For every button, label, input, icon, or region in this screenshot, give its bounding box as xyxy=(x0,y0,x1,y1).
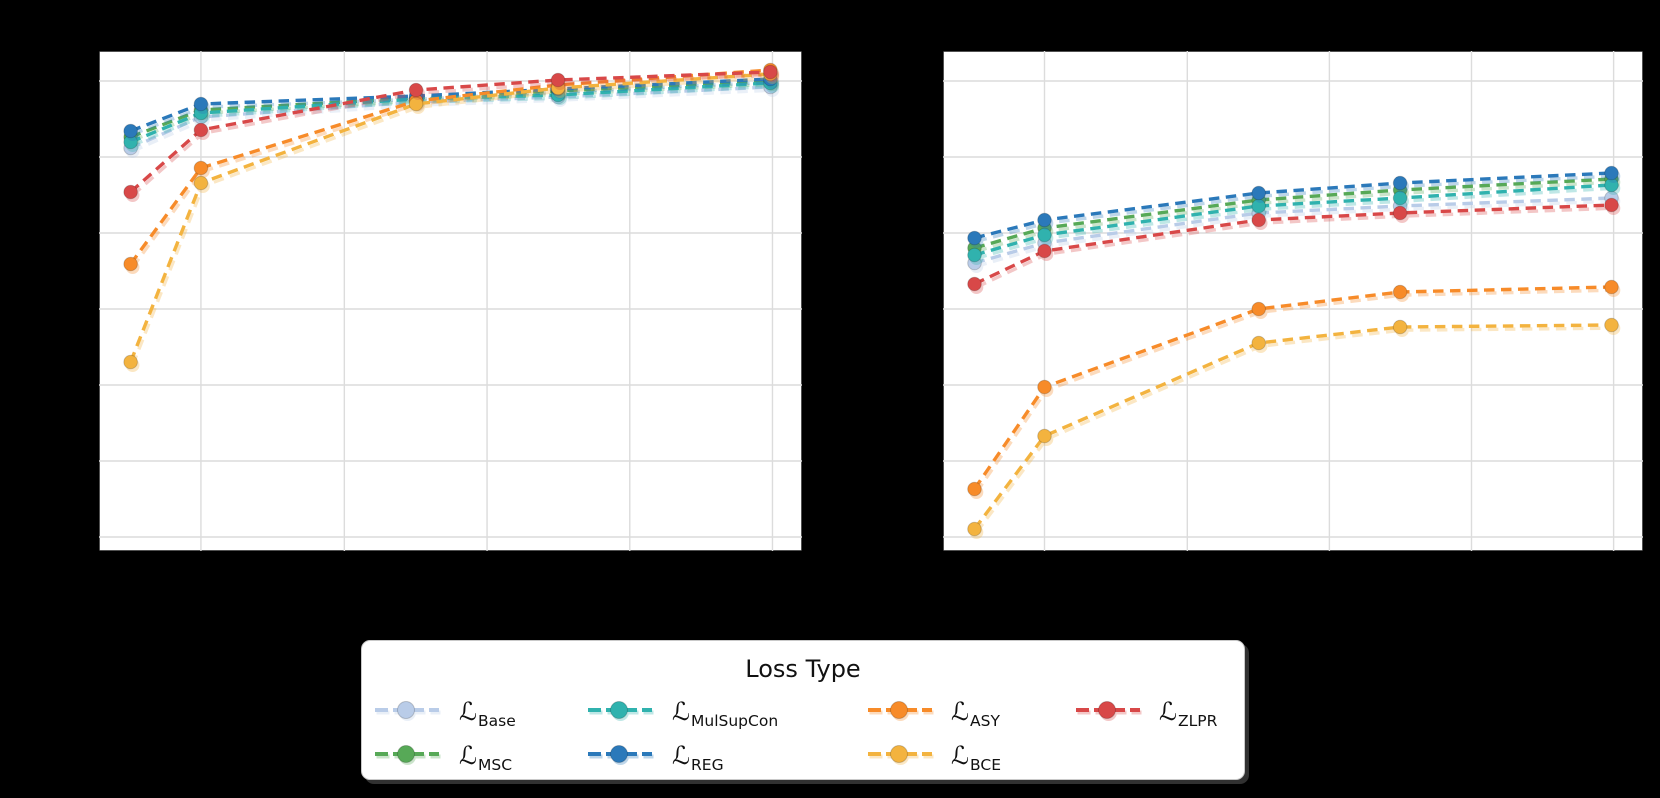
legend-entry-Base: ℒBase xyxy=(373,696,516,730)
legend-label-ASY: ℒASY xyxy=(951,696,1000,730)
script-L-symbol: ℒ xyxy=(951,696,970,726)
MulSupCon-swatch-icon xyxy=(588,701,654,721)
legend-subscript: MSC xyxy=(478,755,513,774)
legend-label-REG: ℒREG xyxy=(672,740,724,774)
script-L-symbol: ℒ xyxy=(951,740,970,770)
script-L-symbol: ℒ xyxy=(1159,696,1178,726)
legend-subscript: REG xyxy=(691,755,724,774)
legend-entry-REG: ℒREG xyxy=(586,740,724,774)
legend-subscript: ASY xyxy=(970,711,1000,730)
series-ASY xyxy=(967,279,1619,497)
legend-label-Base: ℒBase xyxy=(459,696,516,730)
legend-subscript: Base xyxy=(478,711,516,730)
legend-title: Loss Type xyxy=(745,655,861,683)
legend-box: Loss Type ℒBase ℒMSC ℒMulSupCon ℒREG ℒASY ℒBC… xyxy=(361,640,1245,780)
legend-entry-ASY: ℒASY xyxy=(866,696,1000,730)
legend-label-MSC: ℒMSC xyxy=(459,740,512,774)
legend-subscript: ZLPR xyxy=(1178,711,1218,730)
legend-label-BCE: ℒBCE xyxy=(951,740,1001,774)
script-L-symbol: ℒ xyxy=(672,696,691,726)
legend-label-ZLPR: ℒZLPR xyxy=(1159,696,1217,730)
legend-entry-BCE: ℒBCE xyxy=(866,740,1001,774)
series-ZLPR xyxy=(123,64,778,200)
legend-subscript: BCE xyxy=(970,755,1001,774)
script-L-symbol: ℒ xyxy=(459,740,478,770)
legend-label-MulSupCon: ℒMulSupCon xyxy=(672,696,778,730)
series-MulSupCon xyxy=(967,177,1619,263)
ZLPR-swatch-icon xyxy=(1076,701,1142,721)
left-plot xyxy=(99,51,802,551)
MSC-swatch-icon xyxy=(375,745,441,765)
series-REG xyxy=(967,165,1619,246)
script-L-symbol: ℒ xyxy=(459,696,478,726)
BCE-swatch-icon xyxy=(868,745,934,765)
legend-entry-ZLPR: ℒZLPR xyxy=(1074,696,1217,730)
legend-entry-MSC: ℒMSC xyxy=(373,740,512,774)
ASY-swatch-icon xyxy=(868,701,934,721)
Base-swatch-icon xyxy=(375,701,441,721)
legend-subscript: MulSupCon xyxy=(691,711,779,730)
REG-swatch-icon xyxy=(588,745,654,765)
script-L-symbol: ℒ xyxy=(672,740,691,770)
right-plot xyxy=(943,51,1643,551)
series-ZLPR xyxy=(967,197,1619,292)
gridlines xyxy=(99,51,802,551)
series-BCE xyxy=(967,317,1619,537)
gridlines xyxy=(943,51,1643,551)
legend-entry-MulSupCon: ℒMulSupCon xyxy=(586,696,778,730)
